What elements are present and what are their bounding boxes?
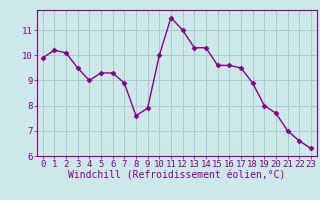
X-axis label: Windchill (Refroidissement éolien,°C): Windchill (Refroidissement éolien,°C): [68, 171, 285, 181]
